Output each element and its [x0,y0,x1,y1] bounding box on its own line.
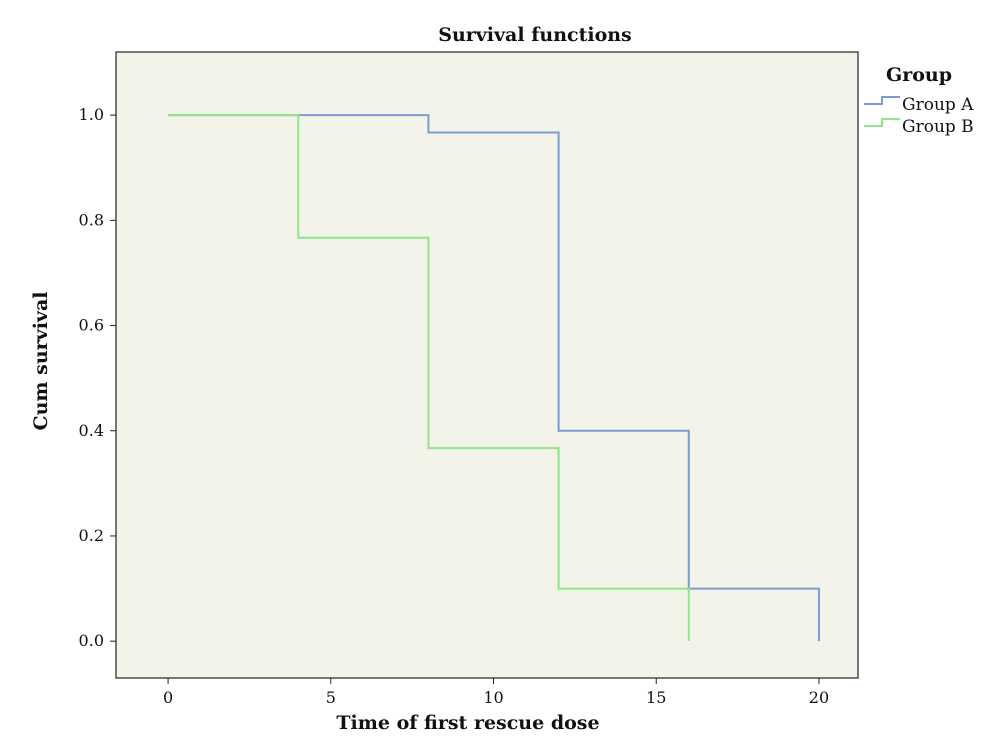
legend-swatch [864,96,900,105]
legend-title: Group [886,64,952,86]
legend-swatch [864,118,900,127]
y-tick-label: 0.2 [79,526,104,545]
plot-background [115,51,859,679]
x-tick-label: 15 [646,688,666,707]
legend-label: Group B [902,117,974,137]
series-layer [168,114,820,642]
x-axis-ticks: 0 5 10 15 20 [163,678,829,707]
x-axis-label: Time of first rescue dose [336,712,599,734]
chart-title: Survival functions [438,24,632,46]
x-tick-label: 10 [483,688,503,707]
series-line-group-b [168,114,690,642]
y-tick-label: 1.0 [79,105,104,124]
series-line-group-a [168,114,820,642]
y-axis-label: Cum survival [30,291,52,430]
legend-label: Group A [902,95,974,115]
y-tick-label: 0.4 [79,421,104,440]
y-tick-label: 0.8 [79,210,104,229]
x-tick-label: 0 [163,688,173,707]
y-tick-label: 0.0 [79,631,104,650]
y-tick-label: 0.6 [79,316,104,335]
y-axis-ticks: 0.0 0.2 0.4 0.6 0.8 1.0 [79,105,116,650]
x-tick-label: 5 [326,688,336,707]
x-tick-label: 20 [809,688,829,707]
